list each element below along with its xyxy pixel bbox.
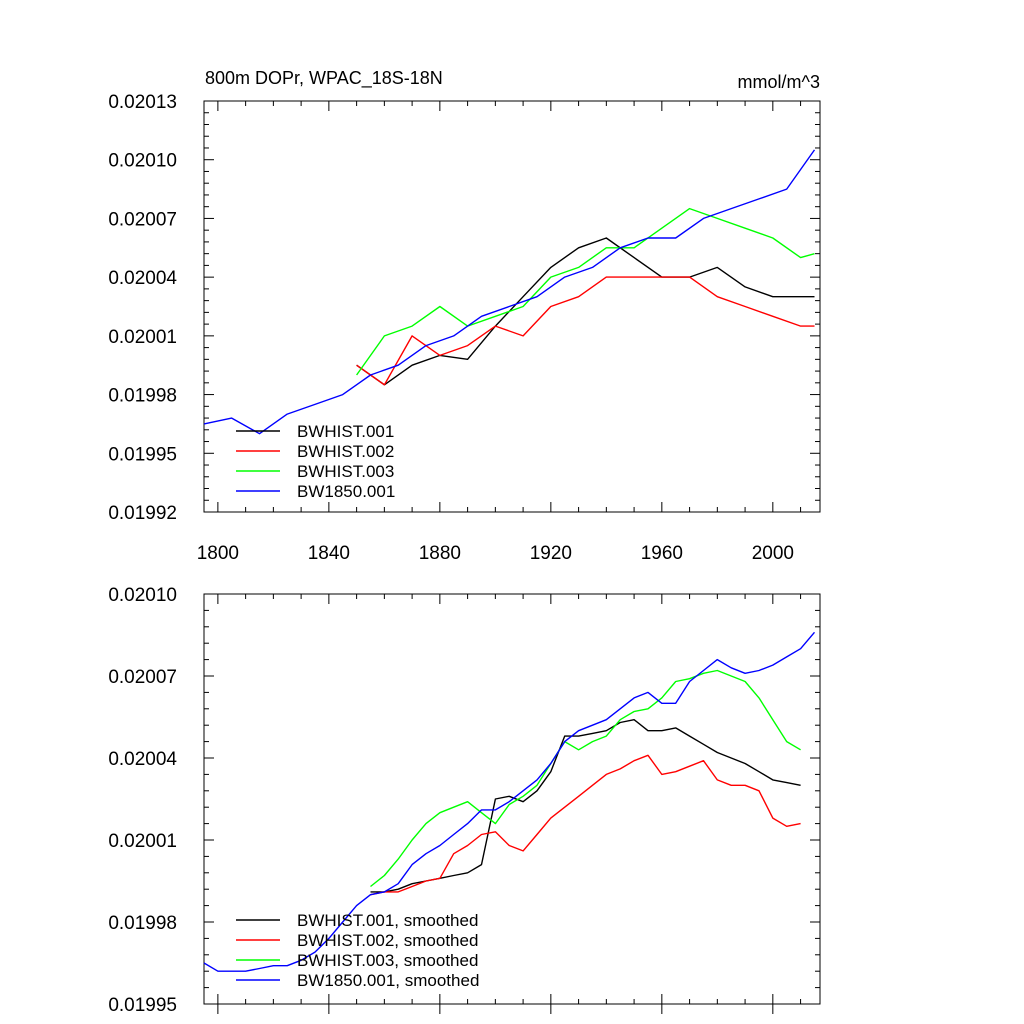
y-tick-label: 0.02001 bbox=[108, 327, 177, 348]
x-tick-label: 1920 bbox=[530, 543, 572, 564]
y-tick-label: 0.02004 bbox=[108, 749, 177, 770]
y-tick-label: 0.02010 bbox=[108, 151, 177, 172]
legend-label: BWHIST.003, smoothed bbox=[297, 951, 478, 970]
series-line-0 bbox=[356, 237, 815, 386]
x-tick-label: 2000 bbox=[752, 543, 794, 564]
top-title: 800m DOPr, WPAC_18S-18N bbox=[205, 68, 443, 89]
top-series-group bbox=[203, 149, 816, 435]
legend-label: BWHIST.002 bbox=[297, 442, 394, 461]
top-panel: 800m DOPr, WPAC_18S-18N mmol/m^3 0.01992… bbox=[108, 68, 821, 564]
legend-label: BWHIST.003 bbox=[297, 462, 394, 481]
series-line-2 bbox=[356, 207, 815, 376]
series-line-1 bbox=[370, 754, 801, 896]
y-tick-label: 0.02007 bbox=[108, 209, 177, 230]
x-tick-label: 1800 bbox=[197, 543, 239, 564]
y-tick-label: 0.01998 bbox=[108, 913, 177, 934]
bottom-series-group bbox=[203, 631, 816, 972]
legend-label: BWHIST.001, smoothed bbox=[297, 911, 478, 930]
bottom-x-axis bbox=[217, 594, 802, 1014]
y-tick-label: 0.02010 bbox=[108, 585, 177, 606]
bottom-panel: 0.01995 0.01998 0.02001 0.02004 0.02007 0.020… bbox=[108, 585, 821, 1016]
x-tick-label: 1840 bbox=[308, 543, 350, 564]
top-plot-frame bbox=[203, 100, 821, 513]
series-line-0 bbox=[370, 719, 801, 893]
y-tick-label: 0.02013 bbox=[108, 92, 177, 113]
top-units: mmol/m^3 bbox=[738, 72, 820, 92]
series-line-3 bbox=[203, 631, 816, 972]
x-tick-label: 1960 bbox=[641, 543, 683, 564]
top-x-axis: 1800 1840 1880 1920 1960 2000 bbox=[197, 101, 802, 564]
y-tick-label: 0.01998 bbox=[108, 386, 177, 407]
y-tick-label: 0.01995 bbox=[108, 444, 177, 465]
legend-label: BW1850.001, smoothed bbox=[297, 971, 479, 990]
top-y-axis: 0.01992 0.01995 0.01998 0.02001 0.02004 0.020… bbox=[108, 92, 820, 524]
y-tick-label: 0.02001 bbox=[108, 831, 177, 852]
y-tick-label: 0.02007 bbox=[108, 667, 177, 688]
series-line-3 bbox=[203, 149, 816, 435]
bottom-plot-frame bbox=[203, 593, 821, 1005]
bottom-y-axis: 0.01995 0.01998 0.02001 0.02004 0.02007 0.020… bbox=[108, 585, 820, 1016]
y-tick-label: 0.02004 bbox=[108, 268, 177, 289]
legend-label: BWHIST.001 bbox=[297, 422, 394, 441]
x-tick-label: 1880 bbox=[419, 543, 461, 564]
legend-label: BW1850.001 bbox=[297, 482, 395, 501]
series-line-2 bbox=[370, 669, 801, 888]
series-line-1 bbox=[356, 276, 815, 386]
legend-label: BWHIST.002, smoothed bbox=[297, 931, 478, 950]
y-tick-label: 0.01995 bbox=[108, 995, 177, 1016]
y-tick-label: 0.01992 bbox=[108, 503, 177, 524]
